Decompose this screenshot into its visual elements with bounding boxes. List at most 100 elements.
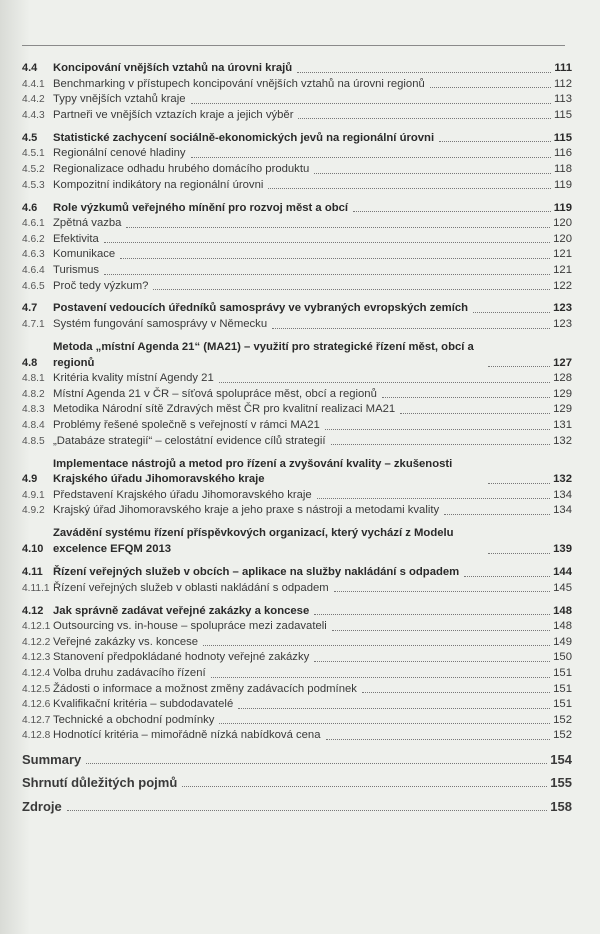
toc-entry[interactable]: 4.4.1 Benchmarking v přístupech koncipová… [22,77,572,93]
toc-entry[interactable]: 4.12.4 Volba druhu zadávacího řízení 151 [22,666,572,682]
dot-leader [190,102,551,104]
toc-entry[interactable]: 4.6.3 Komunikace 121 [22,247,572,263]
page-number: 149 [553,635,572,648]
toc-entry[interactable]: 4.7.1 Systém fungování samosprávy v Němec… [22,317,572,333]
toc-entry[interactable]: 4.12.2 Veřejné zakázky vs. koncese 149 [22,635,572,651]
section-number: 4.9.1 [22,489,45,501]
table-of-contents: 4.4 Koncipování vnějších vztahů na úrovni… [22,61,572,823]
toc-entry[interactable]: 4.6.2 Efektivita 120 [22,232,572,248]
dot-leader [153,289,551,291]
section-title: Veřejné zakázky vs. koncese [53,635,199,648]
section-title: Jak správně zadávat veřejné zakázky a ko… [53,604,310,617]
toc-entry[interactable]: 4.4 Koncipování vnějších vztahů na úrovni… [22,61,572,77]
section-title: Zpětná vazba [53,217,122,230]
dot-leader [488,482,551,484]
section-title: Představení Krajského úřadu Jihomoravské… [53,488,312,501]
section-title: Kvalifikační kritéria – subdodavatelé [53,698,234,711]
toc-entry[interactable]: 4.5.1 Regionální cenové hladiny 116 [22,146,572,162]
toc-entry[interactable]: 4.8.3 Metodika Národní sítě Zdravých měst… [22,402,572,418]
toc-entry[interactable]: 4.8.5 „Databáze strategií“ – celostátní e… [22,434,572,450]
page-number: 123 [553,318,572,331]
section-number: 4.12.5 [22,683,51,695]
section-title: Žádosti o informace a možnost změny zadá… [53,682,357,695]
dot-leader [444,513,551,515]
toc-entry[interactable]: 4.9.1 Představení Krajského úřadu Jihomor… [22,488,572,504]
dot-leader [353,211,551,213]
page-number: 139 [553,542,572,555]
dot-leader [400,413,551,415]
dot-leader [325,738,551,740]
toc-entry[interactable]: 4.12.1 Outsourcing vs. in-house – spolupr… [22,619,572,635]
section-number: 4.12.6 [22,699,51,711]
dot-leader [298,118,551,120]
toc-entry[interactable]: 4.4.3 Partneři ve vnějších vztazích kraje… [22,108,572,124]
toc-entry[interactable]: 4.6 Role výzkumů veřejného mínění pro roz… [22,201,572,217]
section-title: „Databáze strategií“ – celostátní eviden… [53,434,326,447]
toc-entry[interactable]: 4.6.4 Turismus 121 [22,263,572,279]
toc-entry[interactable]: 4.8.4 Problémy řešené společně s veřejnos… [22,418,572,434]
toc-entry[interactable]: Shrnutí důležitých pojmů 155 [22,775,572,791]
dot-leader [429,87,551,89]
toc-entry[interactable]: 4.9 Implementace nástrojů a metod pro říz… [22,457,572,488]
dot-leader [361,692,551,694]
section-number: 4.6.1 [22,218,45,230]
toc-entry[interactable]: 4.10 Zavádění systému řízení příspěvkovýc… [22,526,572,557]
page-number: 118 [553,162,572,175]
dot-leader [297,71,552,73]
toc-entry[interactable]: 4.5 Statistické zachycení sociálně-ekonom… [22,131,572,147]
section-title: Zdroje [22,798,62,814]
section-number: 4.6.4 [22,264,45,276]
toc-entry[interactable]: 4.4.2 Typy vnějších vztahů kraje 113 [22,92,572,108]
toc-entry[interactable]: 4.12.8 Hodnotící kritéria – mimořádně níz… [22,728,572,744]
page-number: 113 [553,93,572,106]
dot-leader [314,660,551,662]
page-number: 119 [553,178,572,191]
section-number: 4.4 [22,62,38,74]
toc-entry[interactable]: 4.12.5 Žádosti o informace a možnost změn… [22,682,572,698]
page-number: 116 [553,147,572,160]
section-title: Outsourcing vs. in-house – spolupráce me… [53,620,327,633]
section-number: 4.8.1 [22,373,45,385]
dot-leader [439,141,551,143]
toc-entry[interactable]: 4.5.2 Regionalizace odhadu hrubého domácí… [22,162,572,178]
toc-entry[interactable]: 4.8 Metoda „místní Agenda 21“ (MA21) – vy… [22,340,572,371]
toc-entry[interactable]: 4.12.6 Kvalifikační kritéria – subdodavat… [22,697,572,713]
section-title: Proč tedy výzkum? [53,279,149,292]
toc-entry[interactable]: 4.12.3 Stanovení předpokládané hodnoty ve… [22,650,572,666]
page-gutter-shadow [0,0,30,934]
section-number: 4.11.1 [22,582,50,594]
toc-entry[interactable]: 4.8.1 Kritéria kvality místní Agendy 21 12… [22,371,572,387]
dot-leader [103,242,551,244]
toc-entry[interactable]: 4.8.2 Místní Agenda 21 v ČR – síťová spol… [22,387,572,403]
section-number: 4.12.8 [22,730,51,742]
toc-entry[interactable]: Summary 154 [22,752,572,768]
page-number: 155 [550,775,572,791]
page-number: 150 [553,651,572,664]
toc-entry[interactable]: Zdroje 158 [22,799,572,815]
section-title: Postavení vedoucích úředníků samosprávy … [53,302,469,315]
toc-entry[interactable]: 4.11 Řízení veřejných služeb v obcích – a… [22,565,572,581]
toc-entry[interactable]: 4.6.1 Zpětná vazba 120 [22,216,572,232]
page-number: 128 [553,372,572,385]
page-number: 151 [553,698,572,711]
toc-entry[interactable]: 4.6.5 Proč tedy výzkum? 122 [22,279,572,295]
page-number: 131 [553,419,572,432]
section-number: 4.6.5 [22,280,45,292]
section-title: Místní Agenda 21 v ČR – síťová spoluprác… [53,387,377,400]
toc-entry[interactable]: 4.11.1 Řízení veřejných služeb v oblasti … [22,581,572,597]
page-number: 148 [553,604,572,617]
section-number: 4.10 [22,542,44,555]
page-number: 111 [554,62,572,74]
dot-leader [324,428,551,430]
toc-entry[interactable]: 4.12.7 Technické a obchodní podmínky 152 [22,713,572,729]
page-number: 145 [553,581,572,594]
toc-entry[interactable]: 4.7 Postavení vedoucích úředníků samosprá… [22,301,572,317]
section-title: Regionalizace odhadu hrubého domácího pr… [53,162,310,175]
section-title: Koncipování vnějších vztahů na úrovni kr… [53,62,293,74]
toc-entry[interactable]: 4.9.2 Krajský úřad Jihomoravského kraje a… [22,503,572,519]
toc-entry[interactable]: 4.12 Jak správně zadávat veřejné zakázky … [22,604,572,620]
page-number: 115 [553,131,572,144]
toc-entry[interactable]: 4.5.3 Kompozitní indikátory na regionální… [22,178,572,194]
toc-section-group: 4.8 Metoda „místní Agenda 21“ (MA21) – vy… [22,340,572,449]
section-number: 4.11 [22,565,43,578]
